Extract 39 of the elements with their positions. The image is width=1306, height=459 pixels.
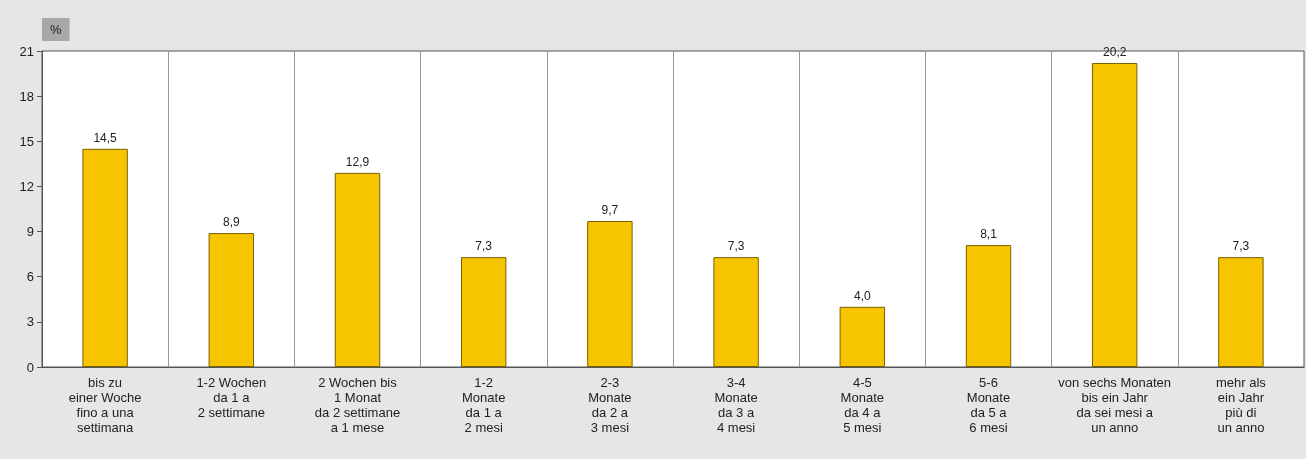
y-tick-label: 15	[19, 133, 34, 149]
data-label: 14,5	[93, 130, 118, 145]
bar	[1218, 257, 1264, 367]
bar	[208, 233, 255, 367]
bar	[1091, 63, 1138, 367]
y-axis-title: %	[50, 22, 62, 37]
x-tick-label: 3-4 Monate da 3 a 4 mesi	[714, 375, 758, 435]
data-label: 12,9	[345, 154, 370, 169]
y-tick-label: 12	[19, 178, 34, 194]
bar	[82, 148, 128, 367]
bar	[839, 306, 886, 367]
y-tick-label: 18	[19, 88, 34, 104]
x-tick-label: bis zu einer Woche fino a una settimana	[68, 375, 142, 435]
bar	[965, 245, 1012, 367]
data-label: 20,2	[1103, 45, 1127, 60]
y-tick-label: 9	[26, 224, 34, 240]
bar	[587, 221, 633, 367]
bar	[460, 257, 507, 367]
x-tick-label: 5-6 Monate da 5 a 6 mesi	[966, 375, 1011, 435]
y-tick-label: 21	[19, 43, 34, 59]
data-label: 7,3	[475, 239, 493, 254]
y-tick-label: 6	[26, 269, 34, 285]
x-tick-label: 1-2 Monate da 1 a 2 mesi	[462, 375, 506, 435]
x-tick-label: von sechs Monaten bis ein Jahr da sei mesi a un anno	[1058, 375, 1172, 435]
y-tick-label: 0	[26, 359, 34, 375]
data-label: 7,3	[1232, 239, 1250, 254]
bar	[334, 172, 381, 367]
data-label: 9,7	[601, 203, 619, 218]
x-tick-label: 1-2 Wochen da 1 a 2 settimane	[196, 375, 267, 420]
data-label: 8,9	[222, 215, 240, 230]
data-label: 7,3	[727, 239, 745, 254]
y-tick-label: 3	[26, 314, 34, 330]
data-label: 4,0	[853, 288, 871, 303]
bar	[713, 257, 759, 367]
x-tick-label: 2-3 Monate da 2 a 3 mesi	[588, 375, 632, 435]
x-tick-label: 4-5 Monate da 4 a 5 mesi	[840, 375, 884, 435]
data-label: 8,1	[980, 227, 998, 242]
x-tick-label: 2 Wochen bis 1 Monat da 2 settimane a 1 mese	[314, 375, 401, 435]
x-tick-label: mehr als ein Jahr più di un anno	[1215, 375, 1267, 435]
